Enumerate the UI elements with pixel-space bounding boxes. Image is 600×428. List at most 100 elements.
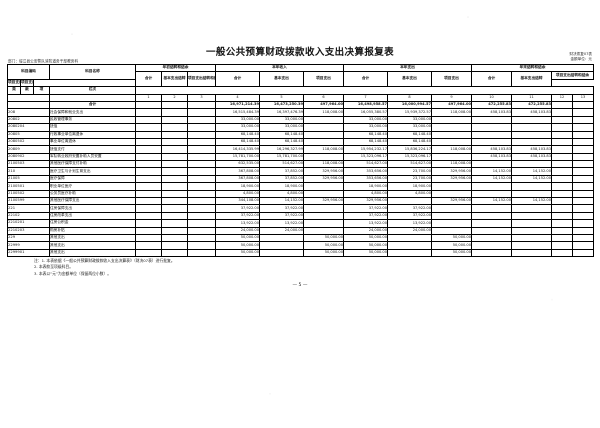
cell-value-c4: 16,515,484.39 [215, 108, 260, 117]
cell-subject-code: 22999 [7, 241, 50, 250]
cell-value-c3 [187, 211, 216, 221]
cell-value-c13 [572, 233, 594, 243]
cell-value-c1 [135, 123, 162, 132]
table-row: 2210201 住房公积金 13,922.00 13,922.00 13,922.00 1… [7, 219, 594, 228]
table-row: 2299901 其他支出 50,000.00 50,000.00 50,000.00 50… [7, 248, 594, 258]
cell-value-c6: 329,956.00 [303, 174, 344, 184]
colnum-9: 9 [431, 93, 472, 102]
cell-value-c7: 13,922.00 [343, 219, 388, 228]
cell-value-c6 [303, 226, 344, 236]
cell-value-c7: 329,956.00 [343, 197, 388, 206]
header-row-numbers: 1 2 3 4 5 6 7 8 9 10 11 12 13 [7, 93, 594, 102]
table-row: 20802 民政管理事务 33,000.00 33,000.00 33,000.00 33… [7, 115, 594, 125]
unit-note: 财决拨复07表 金额单位：元 [569, 52, 592, 63]
cell-subject-code: 2080204 [7, 123, 50, 132]
cell-value-c5: 16,473,250.39 [259, 100, 304, 110]
th-group-closing: 年末结转和结余 [471, 63, 594, 73]
cell-value-c13 [572, 160, 594, 169]
cell-subject-name: 公务员医疗补助 [49, 189, 136, 199]
cell-subject-name: 社会保障和就业支出 [49, 108, 136, 117]
cell-value-c9: 118,008.00 [431, 160, 472, 169]
cell-value-c5: 16,296,327.99 [259, 145, 304, 154]
cell-value-c12 [551, 174, 573, 184]
cell-subject-code: 20805 [7, 130, 50, 139]
cell-value-c2 [161, 115, 188, 125]
cell-value-c9: 329,956.00 [431, 197, 472, 206]
cell-value-c6 [303, 211, 344, 221]
cell-value-c13 [572, 123, 594, 132]
cell-value-c6 [303, 204, 344, 213]
cell-subject-code: 21005 [7, 174, 50, 184]
cell-subject-name: 其他医疗保障支付补助 [49, 160, 136, 169]
header-row-class: 类 款 项 栏次 [7, 86, 594, 95]
cell-value-c3 [187, 160, 216, 169]
cell-value-c5: 4,800.00 [259, 189, 304, 199]
cell-value-c5 [259, 248, 304, 258]
cell-value-c9: 497,964.00 [431, 100, 472, 110]
cell-subject-code: 208 [7, 108, 50, 117]
cell-value-c13 [572, 211, 594, 221]
cell-subject-code: 2100501 [7, 182, 50, 191]
cell-value-c9: 329,956.00 [431, 167, 472, 176]
cell-value-c8: 15,939,372.57 [387, 108, 432, 117]
cell-value-c6: 329,956.00 [303, 197, 344, 206]
cell-value-c6 [303, 189, 344, 199]
cell-value-c11 [511, 123, 552, 132]
th-group-income: 本年收入 [215, 63, 344, 73]
cell-subject-code: 22102 [7, 211, 50, 221]
cell-value-c13 [572, 248, 594, 258]
cell-value-c4: 13,922.00 [215, 219, 260, 228]
cell-value-c13 [572, 174, 594, 184]
th-closing-project-carry: 项目支出结转 [7, 78, 21, 88]
cell-value-c1 [135, 174, 162, 184]
cell-value-c10 [471, 241, 512, 250]
cell-value-c4: 16,414,335.99 [215, 145, 260, 154]
cell-value-c10 [471, 130, 512, 139]
cell-value-c1 [135, 182, 162, 191]
cell-value-c5: 24,000.00 [259, 226, 304, 236]
cell-subject-name: 职业单位医疗 [49, 182, 136, 191]
footnotes: 注：1. 本表依据《一般公共预算财政拨款收入支出决算表》（财决07表）进行批复。… [34, 258, 175, 277]
footnote-1: 注：1. 本表依据《一般公共预算财政拨款收入支出决算表》（财决07表）进行批复。 [34, 258, 175, 263]
cell-value-c12 [551, 160, 573, 169]
cell-subject-name: 民政管理事务 [49, 115, 136, 125]
table-row: 22999 其他支出 50,000.00 50,000.00 50,000.00 50,0… [7, 241, 594, 250]
cell-value-c4: 16,971,214.39 [215, 100, 260, 110]
table-row: 2100599 其他医疗保障支出 344,108.00 14,152.00 329,95… [7, 197, 594, 206]
cell-value-c8: 514,627.00 [387, 160, 432, 169]
cell-value-c12 [551, 219, 573, 228]
footnote-3: 3. 本表以“元”为金额单位（保留两位小数）。 [34, 270, 112, 276]
cell-value-c12 [551, 100, 573, 110]
cell-value-c5: 514,627.00 [259, 160, 304, 169]
colnum-13: 13 [572, 93, 594, 102]
cell-value-c2 [161, 108, 188, 117]
cell-value-c8: 15,836,224.17 [387, 145, 432, 154]
cell-subject-code: 2100599 [7, 197, 50, 206]
cell-value-c5 [259, 241, 304, 250]
cell-value-c2 [161, 197, 188, 206]
cell-value-c11: 14,152.00 [511, 197, 552, 206]
cell-value-c8 [387, 197, 432, 206]
cell-value-c6: 118,008.00 [303, 160, 344, 169]
cell-value-c12 [551, 204, 573, 213]
cell-value-c6: 118,008.00 [303, 108, 344, 117]
cell-value-c4: 33,000.00 [215, 123, 260, 132]
cell-value-c1 [135, 197, 162, 206]
cell-value-c3 [187, 219, 216, 228]
cell-value-c8: 33,000.00 [387, 115, 432, 125]
th-group-expense: 本年支出 [343, 63, 472, 73]
cell-value-c9: 329,956.00 [431, 174, 472, 184]
cell-value-c11 [511, 226, 552, 236]
table-row: 229 其他支出 50,000.00 50,000.00 50,000.00 50,000… [7, 233, 594, 243]
cell-value-c11: 14,152.00 [511, 167, 552, 176]
th-closing-project-balance: 项目支出结余 [20, 78, 34, 88]
th-closing-basic: 基本支出结转 [511, 71, 552, 88]
cell-value-c5: 18,900.00 [259, 182, 304, 191]
cell-value-c10: 458,103.83 [471, 145, 512, 154]
cell-value-c7: 16,055,380.57 [343, 108, 388, 117]
colnum-spacer-name [49, 93, 136, 102]
cell-value-c10 [471, 219, 512, 228]
cell-value-c9: 118,008.00 [431, 108, 472, 117]
cell-value-c8 [387, 248, 432, 258]
cell-value-c11 [511, 241, 552, 250]
